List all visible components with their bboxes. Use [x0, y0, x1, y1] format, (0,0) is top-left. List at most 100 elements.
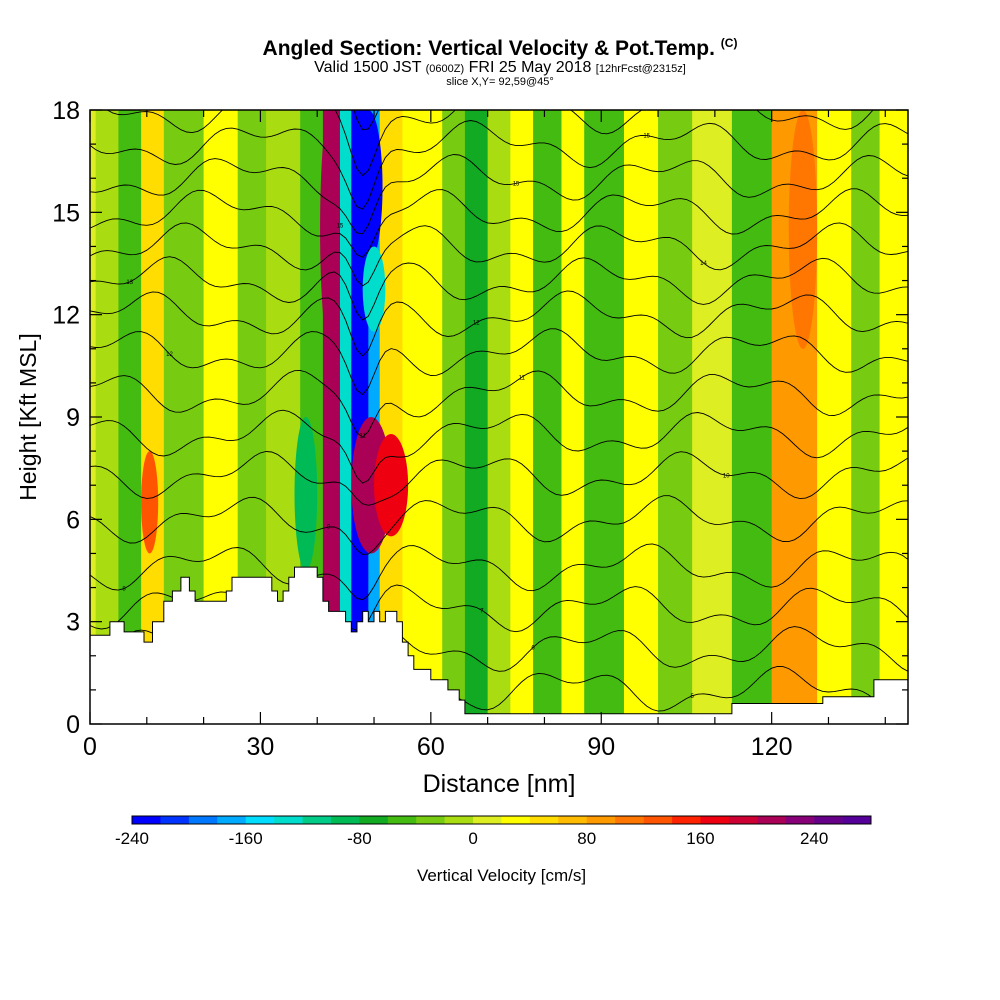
- theta-contour-label: 8: [122, 587, 126, 593]
- x-tick-label: 0: [83, 733, 97, 761]
- theta-contour-label: 14: [700, 261, 707, 267]
- theta-contours: 30 29 28 16 15 15 15 14 13 12 12 11 11 10 9 8 7 6 5: [90, 3, 908, 714]
- theta-contour-line: [90, 369, 908, 438]
- valid-utc: (0600Z): [425, 63, 465, 75]
- chart-subtitle: Valid 1500 JST (0600Z) FRI 25 May 2018 […: [0, 59, 1000, 77]
- colorbar-swatch: [700, 816, 730, 824]
- y-tick-label: 9: [66, 404, 80, 432]
- theta-contour-label: 10: [723, 473, 730, 479]
- x-tick-label: 60: [417, 733, 445, 761]
- theta-contour-line: [90, 451, 908, 506]
- chart-title-text: Angled Section: Vertical Velocity & Pot.…: [262, 37, 715, 60]
- theta-contour-label: 30: [700, 33, 707, 39]
- colorbar-swatch: [842, 816, 872, 824]
- velocity-band: [464, 110, 489, 724]
- colorbar-swatch: [302, 816, 332, 824]
- colorbar-swatch: [188, 816, 218, 824]
- colorbar-tick-label: 160: [686, 829, 714, 848]
- velocity-band: [402, 110, 443, 724]
- theta-contour-label: 11: [360, 433, 367, 439]
- theta-contour-label: 9: [327, 525, 331, 531]
- velocity-band: [623, 110, 659, 724]
- theta-contour-line: [90, 154, 908, 235]
- slice-info: slice X,Y= 92,59@45°: [446, 76, 554, 88]
- colorbar-swatch: [473, 816, 502, 824]
- theta-contour-line: [90, 495, 908, 555]
- velocity-band: [95, 110, 119, 724]
- x-axis-label: Distance [nm]: [423, 770, 576, 798]
- forecast-info: [12hrFcst@2315z]: [595, 63, 686, 75]
- theta-contour-label: 11: [519, 375, 526, 381]
- colorbar: -240 -160 -80 0 80 160 240 Vertical Velocity [c…: [115, 815, 872, 885]
- theta-contour-line: [90, 3, 908, 50]
- colorbar-swatch: [160, 816, 190, 824]
- theta-contour-line: [90, 120, 908, 210]
- velocity-core: [362, 246, 386, 332]
- y-tick-label: 3: [66, 609, 80, 637]
- theta-contour-line: [90, 290, 908, 357]
- colorbar-swatch: [330, 816, 360, 824]
- colorbar-swatch: [245, 816, 275, 824]
- y-tick-label: 18: [52, 97, 80, 125]
- theta-contour-label: 12: [473, 321, 480, 327]
- velocity-core: [141, 451, 159, 554]
- velocity-band: [658, 110, 693, 724]
- valid-time: Valid 1500 JST: [314, 59, 422, 76]
- colorbar-swatch: [387, 816, 417, 824]
- theta-contour-line: [90, 222, 908, 287]
- theta-contour-line: [90, 409, 908, 484]
- x-tick-label: 90: [587, 733, 615, 761]
- colorbar-swatch: [615, 816, 644, 824]
- y-tick-label: 12: [52, 302, 80, 330]
- velocity-core: [788, 110, 818, 349]
- velocity-core: [320, 110, 340, 349]
- colorbar-swatch: [529, 816, 559, 824]
- colorbar-swatch: [217, 816, 246, 824]
- colorbar-swatch: [359, 816, 389, 824]
- colorbar-label: Vertical Velocity [cm/s]: [417, 866, 586, 885]
- velocity-core: [294, 417, 318, 571]
- velocity-band: [339, 110, 352, 724]
- colorbar-tick-label: 0: [468, 829, 477, 848]
- velocity-core: [354, 110, 383, 264]
- colorbar-border: [131, 815, 872, 825]
- colorbar-swatch: [416, 816, 445, 824]
- theta-contour-line: [90, 543, 908, 601]
- colorbar-tick-label: 80: [577, 829, 596, 848]
- colorbar-swatch: [757, 816, 787, 824]
- x-tick-label: 30: [247, 733, 275, 761]
- terrain-profile: [90, 566, 908, 724]
- theta-contour-label: 29: [285, 47, 292, 53]
- theta-contour-label: 15: [643, 134, 650, 140]
- y-tick-label: 15: [52, 199, 80, 227]
- colorbar-swatch: [814, 816, 843, 824]
- velocity-band: [851, 110, 881, 724]
- theta-contour-label: 6: [531, 645, 535, 651]
- colorbar-tick-label: -160: [229, 829, 263, 848]
- colorbar-swatch: [132, 816, 161, 824]
- theta-contour-label: 15: [513, 181, 520, 187]
- velocity-band: [692, 110, 733, 724]
- velocity-band: [561, 110, 585, 724]
- colorbar-swatch: [274, 816, 303, 824]
- chart-title-suffix: (C): [720, 36, 738, 50]
- colorbar-swatch: [672, 816, 701, 824]
- colorbar-swatch: [444, 816, 474, 824]
- x-tick-label: 120: [751, 733, 793, 761]
- colorbar-swatch: [501, 816, 531, 824]
- colorbar-swatch: [785, 816, 815, 824]
- theta-contour-line: [90, 256, 908, 321]
- axes: 0 30 60 90 120 0 3 6 9 12 15 18 Distance [nm] Height …: [15, 97, 908, 798]
- velocity-band: [533, 110, 562, 724]
- colorbar-swatch: [728, 816, 758, 824]
- theta-contour-label: 16: [496, 91, 503, 97]
- theta-contour-line: [90, 188, 908, 258]
- theta-contour-label: 28: [558, 64, 565, 70]
- theta-contour-label: 15: [337, 224, 344, 230]
- theta-contour-line: [90, 25, 908, 86]
- velocity-band: [118, 110, 142, 724]
- terrain: [90, 566, 908, 724]
- colorbar-tick-label: 240: [800, 829, 828, 848]
